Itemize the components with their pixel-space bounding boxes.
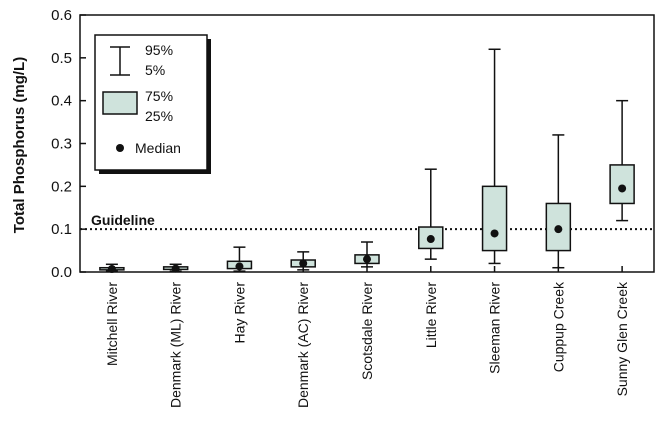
x-category-label: Mitchell River [104,282,120,366]
y-tick-label: 0.3 [51,136,72,153]
y-tick-label: 0.4 [51,93,72,110]
legend-box-symbol [102,91,138,115]
x-category-label: Denmark (ML) River [168,282,184,408]
median-dot [554,225,563,234]
x-category-label: Cuppup Creek [550,281,566,372]
iqr-box [609,164,635,205]
x-category-label: Little River [423,282,439,348]
x-category-label: Hay River [231,282,247,344]
median-dot [299,259,308,268]
x-category-label: Scotsdale River [359,282,375,380]
median-dot [490,229,499,238]
legend-label-25: 25% [145,108,173,124]
median-dot [363,255,371,264]
median-dot [426,235,435,244]
legend-label-5: 5% [145,62,165,78]
x-category-label: Sleeman River [487,282,503,374]
y-tick-label: 0.2 [51,178,72,195]
y-tick-label: 0.0 [51,264,72,281]
iqr-box [545,202,572,252]
legend-median-symbol [116,144,124,152]
median-dot [618,184,627,193]
legend-label-75: 75% [145,88,173,104]
y-tick-label: 0.1 [51,221,72,238]
x-category-label: Denmark (AC) River [295,282,311,408]
iqr-box [481,185,508,252]
guideline-label: Guideline [91,212,155,228]
legend-label-median: Median [135,140,181,156]
legend-label-95: 95% [145,42,173,58]
y-tick-label: 0.6 [51,7,72,24]
y-tick-label: 0.5 [51,50,72,67]
y-axis-title: Total Phosphorus (mg/L) [11,57,28,233]
x-category-label: Sunny Glen Creek [614,281,630,396]
